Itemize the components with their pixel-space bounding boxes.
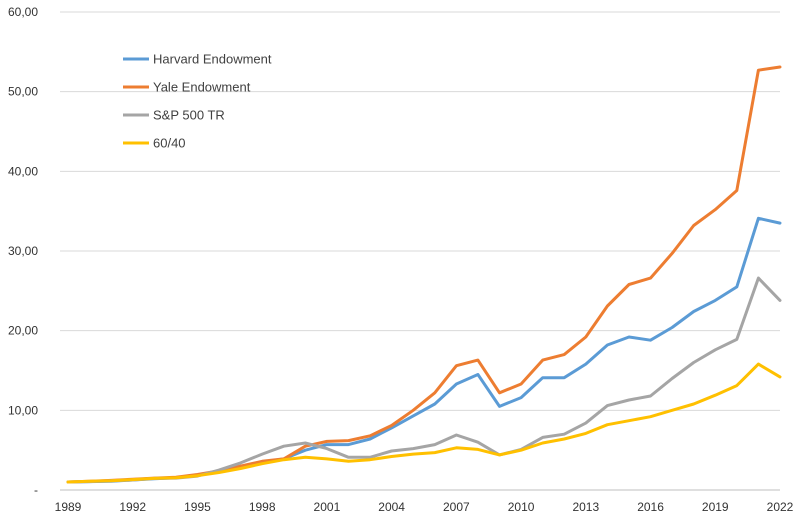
- y-tick-label: 10,00: [8, 403, 38, 417]
- x-tick-label: 2013: [572, 500, 599, 514]
- x-tick-label: 2007: [443, 500, 470, 514]
- y-tick-label: 50,00: [8, 85, 38, 99]
- x-tick-label: 1992: [119, 500, 146, 514]
- grid-layer: [60, 11, 780, 411]
- y-tick-label: 60,00: [8, 5, 38, 19]
- legend-label-60-40: 60/40: [153, 136, 186, 151]
- legend-label-harvard-endowment: Harvard Endowment: [153, 52, 272, 67]
- series-line-60-40: [66, 362, 782, 484]
- series-line-yale-endowment: [66, 65, 782, 484]
- series-line-harvard-endowment: [66, 216, 782, 484]
- y-tick-label: 20,00: [8, 324, 38, 338]
- x-tick-label: 2004: [378, 500, 405, 514]
- x-tick-label: 2022: [767, 500, 794, 514]
- y-tick-label: 40,00: [8, 164, 38, 178]
- x-tick-label: 1995: [184, 500, 211, 514]
- y-tick-label: 30,00: [8, 244, 38, 258]
- x-tick-label: 2001: [314, 500, 341, 514]
- x-tick-label: 1989: [55, 500, 82, 514]
- x-tick-label: 2016: [637, 500, 664, 514]
- y-tick-label: -: [34, 483, 38, 497]
- legend-label-s-p-500-tr: S&P 500 TR: [153, 108, 225, 123]
- axis-layer: - 10,00 20,00 30,00 40,00 50,00 60,00 1989 1992 1…: [8, 5, 794, 514]
- legend: Harvard Endowment Yale Endowment S&P 500 T…: [123, 52, 272, 151]
- x-tick-label: 2010: [508, 500, 535, 514]
- x-tick-label: 2019: [702, 500, 729, 514]
- x-tick-label: 1998: [249, 500, 276, 514]
- series-line-s-p-500-tr: [66, 276, 782, 484]
- legend-label-yale-endowment: Yale Endowment: [153, 80, 251, 95]
- series-layer: [66, 65, 782, 484]
